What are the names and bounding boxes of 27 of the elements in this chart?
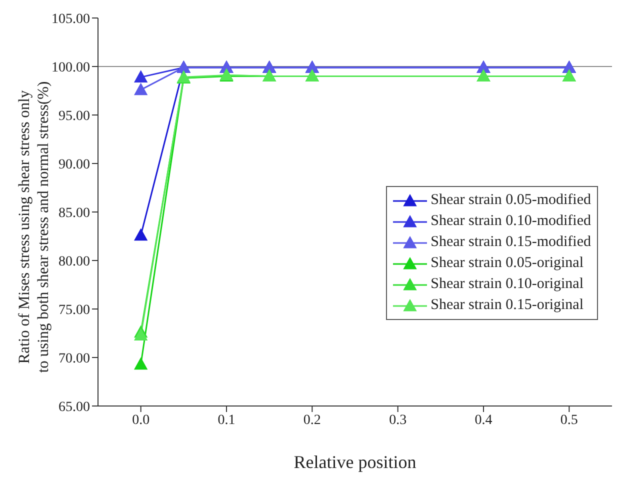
x-tick-label: 0.2 — [303, 412, 321, 428]
y-tick-label: 90.00 — [58, 157, 90, 172]
point — [134, 358, 148, 370]
legend-label: Shear strain 0.10-original — [430, 275, 584, 294]
legend-label: Shear strain 0.05-modified — [430, 191, 591, 210]
y-tick-label: 75.00 — [58, 302, 90, 318]
y-tick-label: 85.00 — [58, 206, 90, 221]
x-tick-label: 0.0 — [132, 412, 150, 428]
y-axis-title: Ratio of Mises stress using shear stress only to using both shear stress and normal stress(%) — [16, 81, 52, 373]
point — [134, 83, 148, 96]
point — [134, 328, 148, 340]
legend-label: Shear strain 0.15-original — [430, 296, 584, 315]
y-tick-label: 105.00 — [52, 12, 90, 27]
y-tick-label: 100.00 — [52, 60, 90, 76]
legend-label: Shear strain 0.15-modified — [430, 233, 591, 252]
x-axis-title: Relative position — [294, 452, 416, 472]
y-tick-label: 80.00 — [58, 254, 90, 270]
x-tick-label: 0.3 — [389, 412, 407, 428]
legend-label: Shear strain 0.10-modified — [430, 212, 591, 231]
point — [134, 228, 148, 241]
y-tick-label: 95.00 — [58, 108, 90, 124]
y-tick-label: 65.00 — [58, 400, 90, 415]
x-tick-label: 0.4 — [474, 412, 492, 428]
y-tick-label: 70.00 — [58, 351, 90, 366]
x-tick-label: 0.1 — [218, 412, 236, 428]
x-tick-label: 0.5 — [560, 412, 578, 428]
legend-label: Shear strain 0.05-original — [430, 254, 584, 273]
